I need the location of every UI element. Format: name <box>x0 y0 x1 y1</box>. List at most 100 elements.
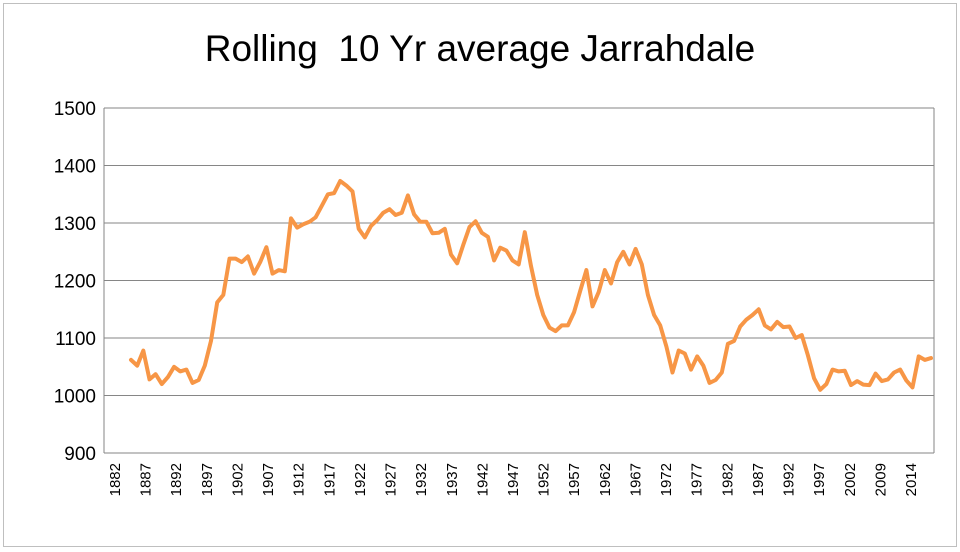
data-point <box>203 364 207 368</box>
data-point <box>277 268 281 272</box>
data-point <box>190 381 195 385</box>
data-point <box>750 313 755 317</box>
data-point <box>732 339 736 343</box>
data-point <box>658 323 662 327</box>
data-point <box>904 379 909 383</box>
y-tick-label: 1300 <box>54 214 96 235</box>
data-point <box>529 264 533 268</box>
data-point <box>326 192 330 196</box>
data-point <box>135 364 139 368</box>
data-point <box>892 370 896 375</box>
data-point <box>609 281 613 285</box>
data-point <box>818 388 822 392</box>
data-point <box>707 381 712 385</box>
data-point <box>504 249 508 253</box>
data-point <box>541 313 545 317</box>
data-point <box>590 304 595 308</box>
data-point <box>584 268 589 272</box>
data-point <box>634 247 638 251</box>
data-point <box>443 227 447 231</box>
data-point <box>664 345 669 349</box>
x-tick-label: 1937 <box>444 463 461 496</box>
data-point <box>763 323 767 327</box>
x-tick-label: 1892 <box>168 463 185 496</box>
data-point <box>486 235 490 239</box>
data-point <box>234 257 238 261</box>
data-point <box>172 365 176 369</box>
data-point <box>184 368 188 372</box>
data-point <box>295 226 299 230</box>
data-point <box>246 254 250 258</box>
y-tick-label: 1400 <box>54 157 96 178</box>
data-point <box>830 368 835 372</box>
data-point <box>147 377 152 381</box>
data-point <box>781 325 785 329</box>
data-point <box>400 211 404 215</box>
x-tick-label: 1942 <box>474 463 491 496</box>
x-tick-label: 2009 <box>872 463 889 496</box>
data-point <box>369 224 373 228</box>
data-point <box>166 375 170 379</box>
data-point <box>874 372 878 376</box>
data-point <box>880 379 884 383</box>
data-point <box>154 372 158 376</box>
data-point <box>412 212 416 216</box>
data-point <box>701 364 705 368</box>
data-point <box>615 260 619 264</box>
x-tick-label: 1902 <box>229 463 246 496</box>
data-point <box>314 215 318 219</box>
x-tick-label: 1922 <box>352 463 369 496</box>
x-tick-label: 1887 <box>138 463 155 496</box>
x-tick-label: 1967 <box>627 463 644 496</box>
data-point <box>744 318 749 322</box>
data-point <box>418 220 422 224</box>
data-point <box>270 272 275 276</box>
data-point <box>621 250 625 254</box>
chart-frame <box>3 3 957 547</box>
data-point <box>492 258 496 262</box>
data-point <box>357 227 361 231</box>
data-point <box>843 369 847 373</box>
x-tick-label: 1957 <box>566 463 583 496</box>
y-tick-label: 900 <box>64 444 96 465</box>
data-point <box>726 342 730 346</box>
data-point <box>350 189 355 193</box>
data-point <box>474 219 478 223</box>
data-point <box>517 262 521 266</box>
data-point <box>812 376 816 380</box>
data-point <box>394 213 398 217</box>
data-point <box>363 235 367 239</box>
data-point <box>289 216 293 220</box>
data-point <box>554 329 558 333</box>
data-point <box>547 326 552 330</box>
data-point <box>406 193 410 197</box>
data-point <box>886 377 890 381</box>
data-point <box>560 323 564 327</box>
data-point <box>800 333 804 337</box>
data-point <box>849 383 853 387</box>
data-point <box>855 379 859 383</box>
data-point <box>929 356 933 360</box>
data-point <box>714 378 718 382</box>
data-point <box>572 310 576 314</box>
y-tick-label: 1500 <box>54 99 96 120</box>
data-point <box>806 353 810 357</box>
data-point <box>670 370 675 375</box>
data-point <box>523 230 527 234</box>
x-tick-label: 1917 <box>321 463 338 496</box>
data-point <box>775 320 779 324</box>
x-tick-label: 1987 <box>750 463 767 496</box>
data-point <box>652 313 656 317</box>
data-point <box>689 368 693 372</box>
data-point <box>332 191 336 195</box>
data-point <box>910 385 915 389</box>
data-point <box>320 204 324 208</box>
data-point <box>677 349 681 353</box>
data-point <box>867 383 872 387</box>
data-point <box>769 327 773 331</box>
data-point <box>258 260 262 264</box>
data-point <box>375 218 379 222</box>
data-point <box>480 231 484 235</box>
data-point <box>738 324 742 329</box>
